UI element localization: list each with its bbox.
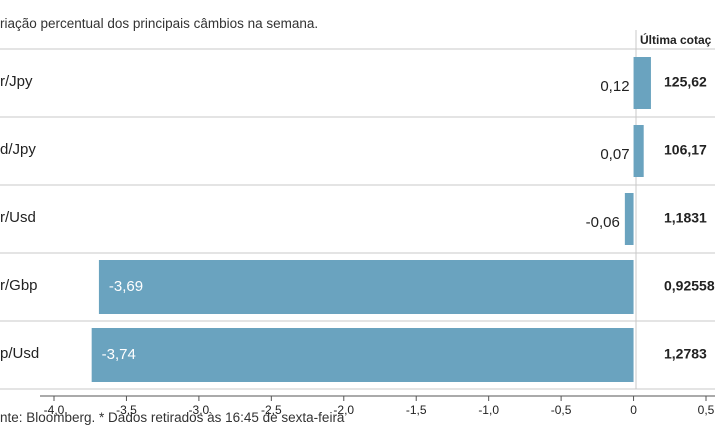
bar	[98, 260, 634, 314]
category-label: r/Usd	[0, 209, 36, 226]
x-tick-label: -3,0	[189, 403, 210, 417]
value-label: -3,74	[102, 346, 136, 363]
last-quote-value: 125,62	[664, 74, 707, 90]
x-tick-label: -2,0	[333, 403, 354, 417]
x-tick-label: -3,5	[116, 403, 137, 417]
value-label: -3,69	[109, 278, 143, 295]
x-tick-label: -1,0	[478, 403, 499, 417]
bar	[633, 125, 644, 177]
value-label: 0,07	[600, 146, 629, 163]
last-quote-value: 1,1831	[664, 210, 707, 226]
last-quote-value: 0,92558	[664, 278, 715, 294]
bar	[633, 57, 651, 109]
x-tick-label: -0,5	[551, 403, 572, 417]
last-quote-header: Última cotaç	[640, 33, 712, 47]
category-label: r/Gbp	[0, 277, 38, 294]
x-tick-label: 0,5	[698, 403, 715, 417]
last-quote-value: 1,2783	[664, 346, 707, 362]
bar	[91, 328, 634, 382]
last-quote-value: 106,17	[664, 142, 707, 158]
value-label: 0,12	[600, 78, 629, 95]
chart-subtitle: riação percentual dos principais câmbios…	[0, 16, 319, 31]
x-tick-label: 0	[630, 403, 637, 417]
value-label: -0,06	[586, 214, 620, 231]
source-note: nte: Bloomberg. * Dados retirados às 16:…	[0, 410, 345, 425]
category-label: r/Jpy	[0, 73, 33, 90]
category-label: d/Jpy	[0, 141, 36, 158]
x-tick-label: -1,5	[406, 403, 427, 417]
bar	[624, 193, 634, 245]
x-tick-label: -2,5	[261, 403, 282, 417]
category-label: p/Usd	[0, 345, 39, 362]
x-tick-label: -4,0	[44, 403, 65, 417]
